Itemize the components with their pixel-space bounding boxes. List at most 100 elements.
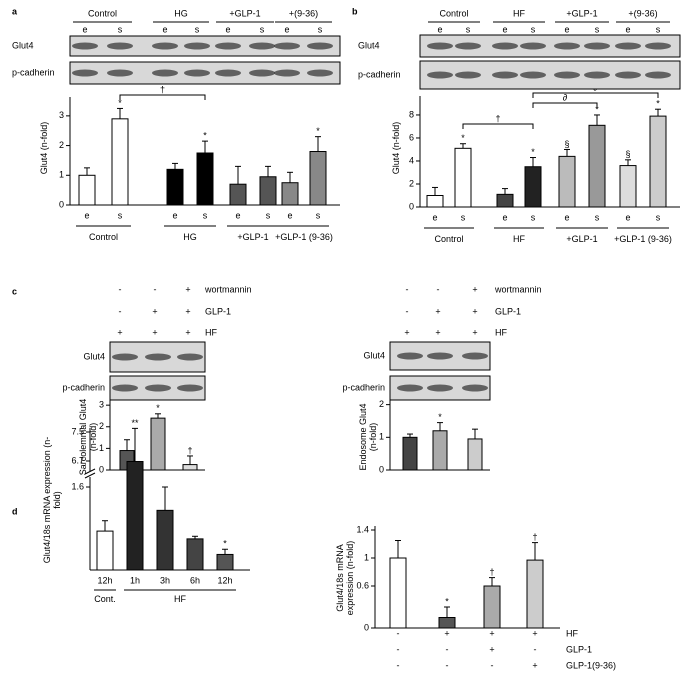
bar [78, 174, 96, 206]
blot-band [184, 42, 210, 50]
blot-lane-label: e [564, 24, 569, 34]
bar [649, 115, 667, 208]
bracket [532, 102, 598, 108]
x-tick-label: s [656, 212, 661, 222]
blot-header: +GLP-1 [229, 8, 260, 18]
treatment-name: HF [566, 628, 578, 638]
bar [182, 464, 198, 471]
treatment-name: GLP-1(9-36) [566, 660, 616, 670]
bar [524, 166, 542, 208]
blot-band [554, 42, 580, 50]
x-tick-label: 6h [190, 575, 200, 585]
treatment-sign: + [472, 284, 477, 294]
bar-annotation: * [461, 133, 465, 143]
x-tick-label: e [432, 212, 437, 222]
blot-band [152, 69, 178, 77]
x-tick-label: e [287, 210, 292, 220]
bar [126, 461, 144, 571]
group-label: HF [174, 594, 186, 604]
bar [166, 168, 184, 206]
blot-header: HF [513, 8, 525, 18]
treatment-sign: - [119, 284, 122, 294]
y-tick-label: 0 [409, 201, 414, 211]
y-axis-label: Sarcolemmal Glut4 (n-fold) [78, 398, 98, 476]
blot-band [492, 71, 518, 79]
blot-strip [419, 34, 681, 58]
treatment-sign: - [491, 660, 494, 670]
group-label: Cont. [94, 594, 116, 604]
treatment-sign: + [152, 327, 157, 337]
group-label: HF [513, 234, 525, 244]
blot-band [177, 353, 203, 361]
treatment-name: HF [495, 327, 507, 337]
bar [432, 430, 448, 471]
bar [216, 553, 234, 571]
blot-row-label: p-cadherin [358, 69, 401, 79]
treatment-sign: - [397, 660, 400, 670]
treatment-sign: + [435, 306, 440, 316]
bar-annotation: * [118, 98, 122, 108]
treatment-sign: + [185, 327, 190, 337]
axis-break [85, 471, 95, 477]
axis-break-mark [84, 468, 96, 475]
blot-row-label: p-cadherin [342, 382, 385, 392]
blot-header: +(9-36) [289, 8, 318, 18]
blot-lane-label: e [284, 24, 289, 34]
y-tick-label: 8 [409, 109, 414, 119]
blot-band [645, 42, 671, 50]
blot-band [462, 384, 488, 392]
blot-lane-label: s [466, 24, 471, 34]
bar-annotation: ** [131, 418, 139, 428]
panel-label: c [12, 286, 17, 296]
blot-lane-label: e [437, 24, 442, 34]
blot-row-label: Glut4 [358, 40, 380, 50]
bar-annotation: * [438, 412, 442, 422]
y-tick-label: 1 [364, 552, 369, 562]
blot-band [107, 42, 133, 50]
blot-band [520, 42, 546, 50]
blot-band [249, 42, 275, 50]
treatment-sign: + [472, 327, 477, 337]
treatment-name: HF [205, 327, 217, 337]
blot-band [462, 352, 488, 360]
bracket-label: † [495, 113, 500, 123]
panel-label: a [12, 6, 18, 16]
x-tick-label: 3h [160, 575, 170, 585]
group-label: +GLP-1 (9-36) [275, 232, 333, 242]
blot-band [215, 69, 241, 77]
x-tick-label: s [316, 210, 321, 220]
y-tick-label: 0 [99, 464, 104, 474]
treatment-sign: + [472, 306, 477, 316]
blot-band [397, 352, 423, 360]
blot-lane-label: s [195, 24, 200, 34]
blot-band [249, 69, 275, 77]
y-axis-label: Glut4/18s mRNA expression (n-fold) [42, 436, 62, 564]
bar [150, 417, 166, 471]
treatment-name: GLP-1 [566, 644, 592, 654]
x-tick-label: e [502, 212, 507, 222]
blot-band [584, 42, 610, 50]
y-tick-label: 2 [99, 421, 104, 431]
blot-band [307, 69, 333, 77]
treatment-sign: - [119, 306, 122, 316]
blot-band [72, 69, 98, 77]
y-tick-label: 3 [59, 110, 64, 120]
treatment-sign: + [185, 306, 190, 316]
blot-band [554, 71, 580, 79]
y-tick-label: 0 [379, 464, 384, 474]
y-tick-label: 1 [379, 432, 384, 442]
x-tick-label: s [595, 212, 600, 222]
bar-annotation: * [445, 596, 449, 606]
y-axis-label: Endosome Glut4 (n-fold) [358, 403, 378, 471]
blot-band [145, 353, 171, 361]
treatment-sign: + [532, 628, 537, 638]
blot-band [112, 353, 138, 361]
treatment-sign: - [406, 284, 409, 294]
treatment-sign: + [152, 306, 157, 316]
blot-band [72, 42, 98, 50]
blot-row-label: Glut4 [363, 350, 385, 360]
bar [467, 438, 483, 471]
blot-row-label: Glut4 [83, 351, 105, 361]
